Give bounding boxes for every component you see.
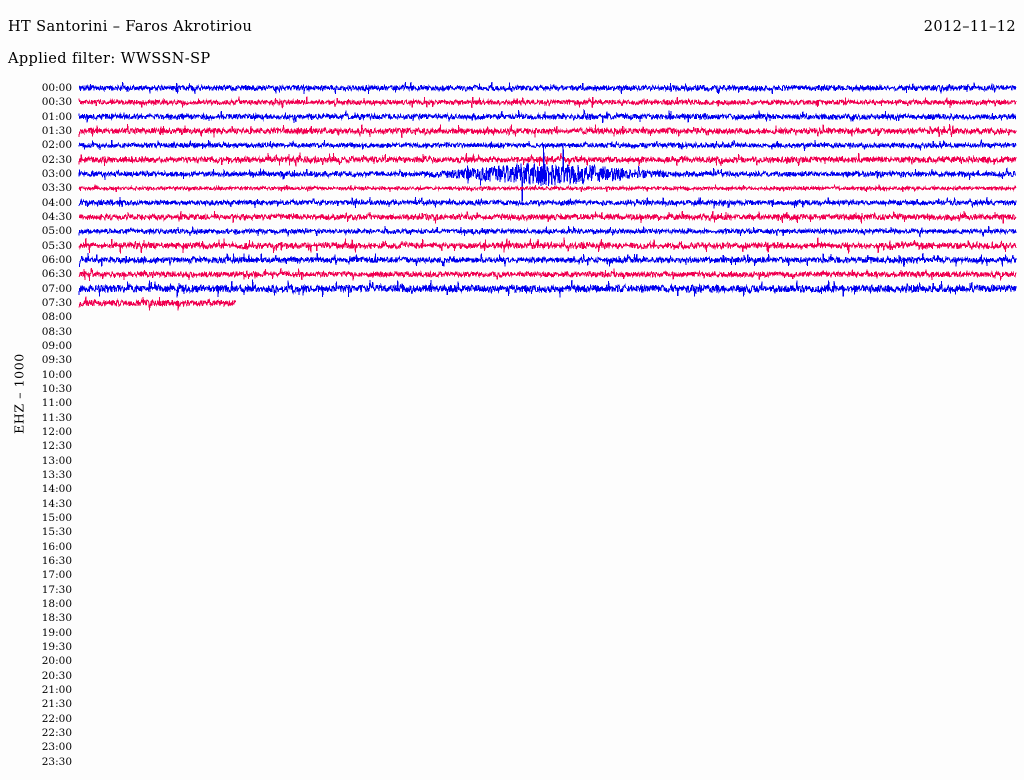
plot-date: 2012–11–12 [923, 19, 1016, 35]
time-label: 16:30 [41, 554, 72, 567]
time-label: 10:30 [41, 382, 72, 395]
time-label: 04:30 [41, 210, 72, 223]
time-label: 06:30 [41, 268, 72, 281]
trace-line [78, 252, 1017, 268]
trace-line [78, 138, 1017, 151]
time-label: 21:30 [41, 698, 72, 711]
trace-line [78, 196, 1017, 209]
trace-line [78, 267, 1017, 281]
time-label: 08:00 [41, 311, 72, 324]
time-label: 11:30 [41, 411, 72, 424]
time-label: 00:00 [41, 82, 72, 94]
time-label: 02:30 [41, 153, 72, 166]
time-label: 18:30 [41, 612, 72, 625]
time-label: 12:30 [41, 440, 72, 453]
time-label: 17:30 [41, 583, 72, 596]
time-label: 20:30 [41, 669, 72, 682]
time-label: 00:30 [41, 96, 72, 109]
time-label: 19:00 [41, 626, 72, 639]
time-label: 06:00 [41, 253, 72, 266]
time-label: 13:00 [41, 454, 72, 467]
time-label: 12:00 [41, 425, 72, 438]
trace-plot-area [78, 78, 1024, 776]
trace-line [78, 152, 1017, 167]
trace-line [78, 109, 1017, 124]
time-label: 01:00 [41, 110, 72, 123]
time-label: 13:30 [41, 468, 72, 481]
time-label: 05:30 [41, 239, 72, 252]
trace-line [78, 183, 1017, 193]
time-label: 03:30 [41, 182, 72, 195]
time-label: 15:00 [41, 511, 72, 524]
time-label: 21:00 [41, 683, 72, 696]
time-label: 04:00 [41, 196, 72, 209]
time-label: 09:00 [41, 339, 72, 352]
time-label: 18:00 [41, 597, 72, 610]
trace-line [78, 96, 1017, 110]
time-label: 22:30 [41, 726, 72, 739]
time-label: 14:30 [41, 497, 72, 510]
time-label: 22:00 [41, 712, 72, 725]
time-label: 11:00 [41, 397, 72, 410]
time-label: 01:30 [41, 124, 72, 137]
time-label: 23:00 [41, 741, 72, 754]
time-label: 09:30 [41, 354, 72, 367]
time-label: 02:00 [41, 139, 72, 152]
time-label: 03:00 [41, 167, 72, 180]
time-label: 23:30 [41, 755, 72, 768]
trace-line [78, 81, 1017, 95]
time-label: 20:00 [41, 655, 72, 668]
time-label: 17:00 [41, 569, 72, 582]
trace-line [78, 123, 1017, 139]
trace-line [78, 144, 1017, 202]
trace-line [78, 237, 1017, 254]
time-label: 07:00 [41, 282, 72, 295]
time-label: 05:00 [41, 225, 72, 238]
time-label: 10:00 [41, 368, 72, 381]
time-label: 08:30 [41, 325, 72, 338]
time-label: 15:30 [41, 526, 72, 539]
seismogram-traces [78, 81, 1017, 311]
trace-line [78, 279, 1017, 298]
filter-label: Applied filter: WWSSN-SP [8, 51, 211, 67]
time-label: 07:30 [41, 296, 72, 309]
time-label: 19:30 [41, 640, 72, 653]
time-axis: 00:00 00:30 01:00 01:30 02:00 02:30 03:00 03:30… [0, 0, 78, 780]
trace-line [78, 296, 237, 311]
trace-line [78, 210, 1017, 224]
time-label: 16:00 [41, 540, 72, 553]
page-title: HT Santorini – Faros Akrotiriou [8, 19, 253, 35]
trace-line [78, 226, 1017, 238]
time-label: 14:00 [41, 483, 72, 496]
